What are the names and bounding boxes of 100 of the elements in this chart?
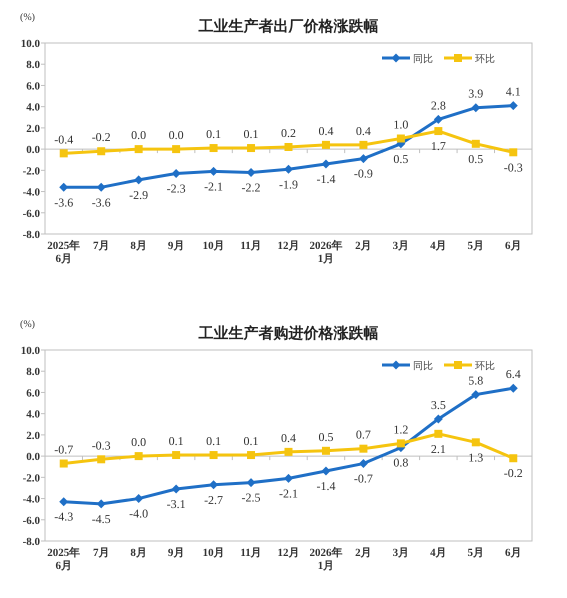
- y-tick-label: 10.0: [20, 345, 40, 357]
- y-tick-label: 6.0: [26, 387, 40, 400]
- point: [60, 149, 68, 158]
- point: [358, 459, 368, 468]
- legend-label: 环比: [475, 360, 495, 372]
- y-tick-label: -6.0: [22, 514, 40, 527]
- x-tick-label: 9月: [168, 240, 184, 252]
- point: [247, 451, 256, 460]
- point: [359, 140, 368, 149]
- data-label: -2.3: [166, 182, 186, 196]
- data-label: 0.0: [131, 128, 146, 142]
- data-label: 0.1: [244, 127, 259, 142]
- data-label: -3.6: [92, 195, 111, 210]
- data-label: -4.5: [92, 512, 111, 526]
- x-tick-label: 3月: [392, 547, 410, 559]
- data-label: 3.9: [468, 86, 484, 101]
- data-label: -0.4: [54, 132, 74, 146]
- point: [284, 474, 293, 483]
- point: [210, 144, 218, 152]
- data-label: -1.4: [316, 172, 336, 186]
- x-tick-label: 9月: [168, 547, 184, 559]
- point: [284, 448, 292, 456]
- y-tick-label: 8.0: [26, 59, 40, 72]
- data-label: -0.9: [354, 166, 373, 181]
- point: [284, 164, 293, 174]
- point: [509, 454, 518, 462]
- data-label: 0.4: [281, 430, 296, 445]
- data-label: 0.5: [318, 430, 334, 444]
- x-tick-label: 11月: [240, 547, 262, 559]
- point: [247, 144, 256, 152]
- data-label: -2.5: [242, 490, 261, 505]
- point: [96, 499, 106, 508]
- point: [358, 154, 368, 164]
- point: [359, 444, 368, 453]
- point: [434, 414, 443, 424]
- point: [509, 148, 518, 156]
- x-tick-label: 6月: [505, 240, 522, 252]
- data-label: 1.7: [430, 139, 446, 154]
- point: [97, 455, 106, 464]
- y-tick-label: 2.0: [26, 122, 40, 135]
- x-tick-label: 6月: [505, 547, 522, 559]
- x-tick-label: 2月: [355, 547, 372, 559]
- data-label: 3.5: [430, 398, 446, 412]
- y-tick-label: 8.0: [26, 366, 40, 378]
- legend-label: 环比: [475, 53, 495, 65]
- data-label: 1.2: [393, 422, 408, 436]
- y-tick-label: 4.0: [26, 102, 40, 114]
- data-label: 0.1: [168, 434, 184, 448]
- data-label: -3.1: [166, 497, 186, 512]
- point: [134, 145, 143, 154]
- data-label: 0.1: [206, 127, 222, 142]
- point: [134, 494, 144, 504]
- y-axis-title: (%): [20, 319, 35, 330]
- x-tick-label: 2月: [355, 240, 372, 252]
- y-tick-label: -4.0: [22, 186, 40, 199]
- data-label: -3.6: [54, 195, 74, 210]
- x-tick-label: 11月: [240, 240, 262, 252]
- data-label: 1.3: [468, 450, 484, 464]
- y-tick-label: -2.0: [22, 472, 40, 484]
- y-tick-label: -2.0: [22, 165, 40, 178]
- point: [321, 466, 330, 476]
- point: [172, 484, 181, 494]
- point: [434, 127, 442, 136]
- point: [472, 438, 480, 446]
- data-label: -2.1: [204, 179, 224, 194]
- x-tick-label: 8月: [130, 547, 147, 559]
- y-tick-label: 10.0: [20, 38, 40, 50]
- data-label: -2.9: [129, 188, 148, 202]
- data-label: 0.0: [131, 435, 146, 450]
- x-tick-label: 5月: [468, 240, 484, 252]
- y-tick-label: 0.0: [26, 144, 40, 156]
- x-tick-label: 5月: [468, 547, 484, 559]
- data-label: 0.8: [393, 456, 408, 470]
- data-label: -4.0: [129, 506, 148, 521]
- y-tick-label: 4.0: [26, 408, 40, 421]
- data-label: 0.4: [356, 124, 371, 138]
- y-tick-label: -8.0: [22, 229, 40, 241]
- point: [396, 439, 405, 448]
- legend-label: 同比: [413, 53, 433, 65]
- x-tick-label: 8月: [130, 240, 147, 252]
- data-label: -2.2: [242, 180, 261, 194]
- data-label: 1.0: [393, 118, 408, 132]
- point: [472, 140, 480, 148]
- x-tick-label: 2026年1月: [309, 239, 342, 265]
- y-tick-label: 0.0: [26, 451, 40, 464]
- point: [97, 147, 106, 156]
- data-label: 0.0: [168, 128, 184, 142]
- x-tick-label: 4月: [430, 547, 447, 559]
- data-label: -0.3: [504, 160, 523, 174]
- data-label: -0.2: [92, 130, 111, 144]
- x-tick-label: 10月: [202, 240, 225, 252]
- point: [322, 140, 330, 149]
- data-label: 6.4: [506, 367, 521, 382]
- data-label: -0.7: [54, 442, 74, 457]
- point: [134, 452, 143, 460]
- x-tick-label: 12月: [278, 240, 300, 252]
- data-label: -2.7: [204, 492, 224, 507]
- point: [434, 430, 442, 438]
- y-tick-label: -8.0: [22, 536, 40, 548]
- data-label: 0.5: [393, 152, 408, 166]
